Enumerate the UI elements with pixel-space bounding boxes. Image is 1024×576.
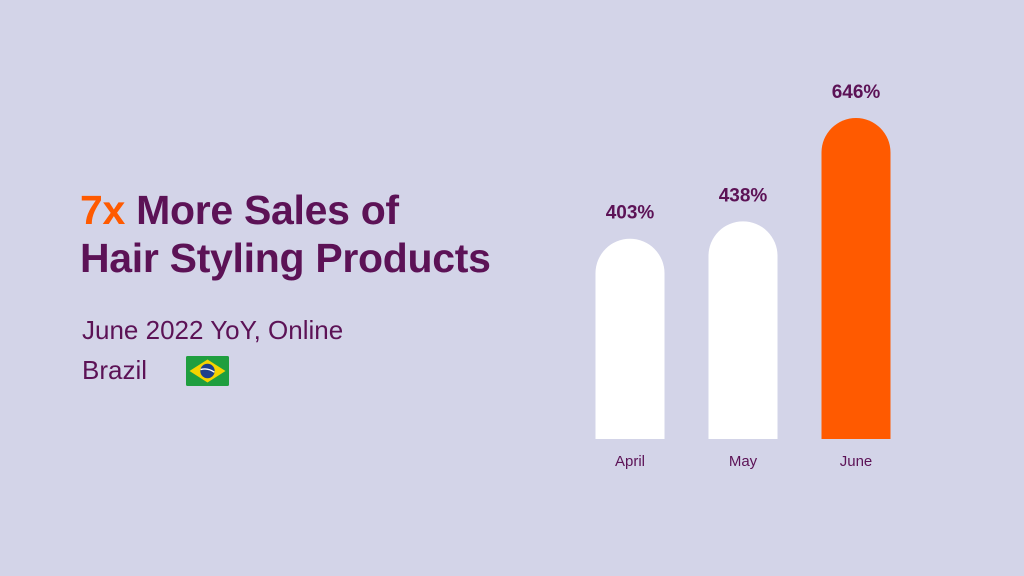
bar-april — [595, 238, 665, 439]
headline: 7x More Sales of Hair Styling Products — [80, 186, 491, 282]
headline-line1: More Sales of — [125, 187, 399, 233]
headline-accent: 7x — [80, 187, 126, 233]
bar-june — [821, 118, 891, 440]
category-label-june: June — [840, 453, 873, 470]
period-subtitle: June 2022 YoY, Online — [82, 315, 344, 345]
bar-may — [708, 221, 778, 439]
category-label-may: May — [729, 453, 758, 470]
headline-line2: Hair Styling Products — [80, 235, 491, 281]
category-label-april: April — [615, 453, 645, 470]
value-label-april: 403% — [606, 203, 655, 224]
value-label-may: 438% — [719, 185, 768, 206]
brazil-flag-icon — [186, 356, 229, 386]
country-label: Brazil — [82, 355, 148, 385]
value-label-june: 646% — [832, 82, 881, 103]
